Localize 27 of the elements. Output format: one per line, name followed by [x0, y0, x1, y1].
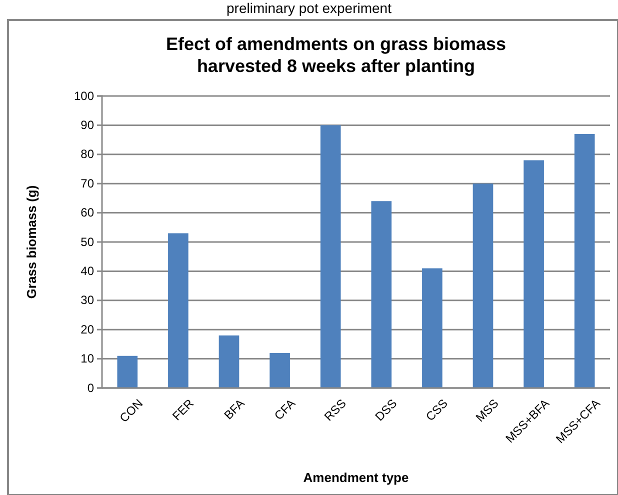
bar	[574, 134, 595, 388]
chart-title: Efect of amendments on grass biomass harvested 8 weeks after planting	[166, 34, 506, 76]
y-tick-label: 20	[80, 322, 94, 336]
y-tick-label: 80	[80, 147, 94, 162]
bar	[472, 184, 494, 388]
bar	[117, 356, 138, 388]
y-tick-label: 70	[80, 176, 94, 190]
x-tick-label: BFA	[221, 396, 248, 422]
y-tick-label: 30	[80, 293, 94, 308]
text: preliminary pot experiment	[226, 0, 392, 16]
bar	[524, 160, 544, 388]
bar	[218, 335, 240, 388]
y-tick-label: 60	[80, 206, 94, 220]
y-tick-label: 50	[80, 234, 94, 249]
y-tick-label: 0	[87, 380, 94, 395]
bar	[371, 201, 392, 388]
y-axis-title: Grass biomass (g)	[24, 185, 39, 299]
bar	[270, 352, 290, 388]
y-tick-label: 40	[80, 264, 94, 278]
bar	[422, 268, 442, 388]
x-tick-label: CFA	[272, 396, 298, 423]
x-axis-title: Amendment type	[303, 470, 409, 485]
bar	[320, 125, 341, 388]
bar	[168, 233, 188, 388]
y-tick-label: 10	[80, 352, 94, 366]
y-tick-label: 90	[80, 118, 94, 132]
y-tick-label: 100	[74, 88, 94, 103]
